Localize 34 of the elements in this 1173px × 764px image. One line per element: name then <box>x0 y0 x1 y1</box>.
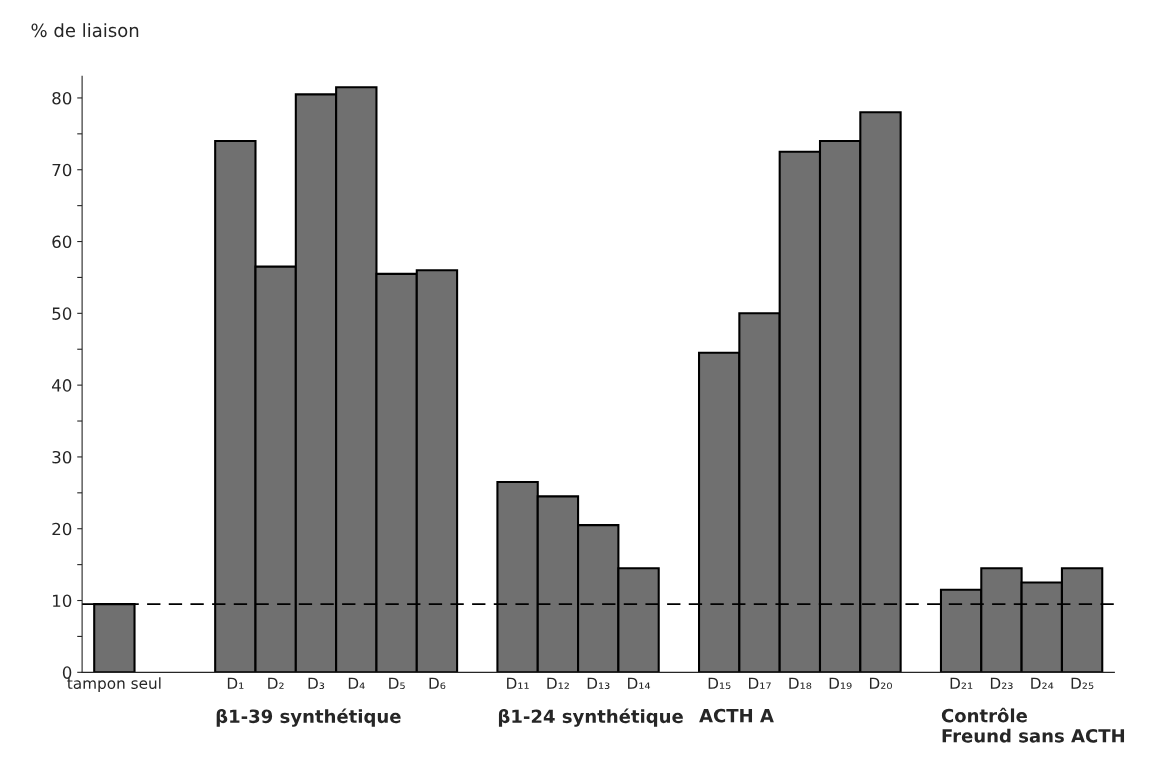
x-tick-label: D₂ <box>268 677 284 689</box>
x-tick-label: D₁₅ <box>708 677 731 689</box>
x-tick-label: D₁₇ <box>749 677 771 689</box>
x-tick-label: D₂₁ <box>950 677 973 689</box>
x-tick-label: D₁₄ <box>628 677 651 689</box>
y-tick-label: 40 <box>51 379 72 392</box>
x-tick-label: D₁₃ <box>587 677 610 689</box>
x-tick-label: D₆ <box>429 677 446 689</box>
text: Contrôle Freund sans ACTH <box>941 707 1125 743</box>
y-tick-label: 20 <box>52 522 72 536</box>
text: β1-24 synthétique <box>498 708 683 727</box>
x-tick-label: D₃ <box>308 677 325 689</box>
y-tick-label: 0 <box>62 666 72 679</box>
x-tick-label: D₁₉ <box>829 677 852 689</box>
text: β1-39 synthétique <box>216 708 401 727</box>
x-tick-label: D₄ <box>348 677 365 689</box>
y-tick-label: 70 <box>52 163 72 177</box>
y-tick-label: 50 <box>52 307 72 320</box>
text: ACTH A <box>699 708 774 723</box>
x-tick-label: D₁₂ <box>547 677 569 689</box>
x-tick-label: D₁ <box>227 677 244 689</box>
y-axis-title: % de liaison <box>31 23 139 38</box>
y-tick-label: 80 <box>52 91 72 105</box>
x-tick-label: D₅ <box>389 677 405 689</box>
x-tick-label: tampon seul <box>67 677 161 692</box>
x-tick-label: D₂₅ <box>1071 677 1094 689</box>
y-tick-label: 10 <box>53 594 72 608</box>
x-tick-label: D₁₁ <box>507 677 529 689</box>
y-tick-label: 30 <box>52 450 72 464</box>
x-tick-label: D₂₀ <box>869 677 892 689</box>
x-tick-label: D₁₈ <box>789 677 812 689</box>
y-tick-label: 60 <box>52 235 72 249</box>
x-tick-label: D₂₄ <box>1031 677 1054 689</box>
x-tick-label: D₂₃ <box>990 677 1013 689</box>
